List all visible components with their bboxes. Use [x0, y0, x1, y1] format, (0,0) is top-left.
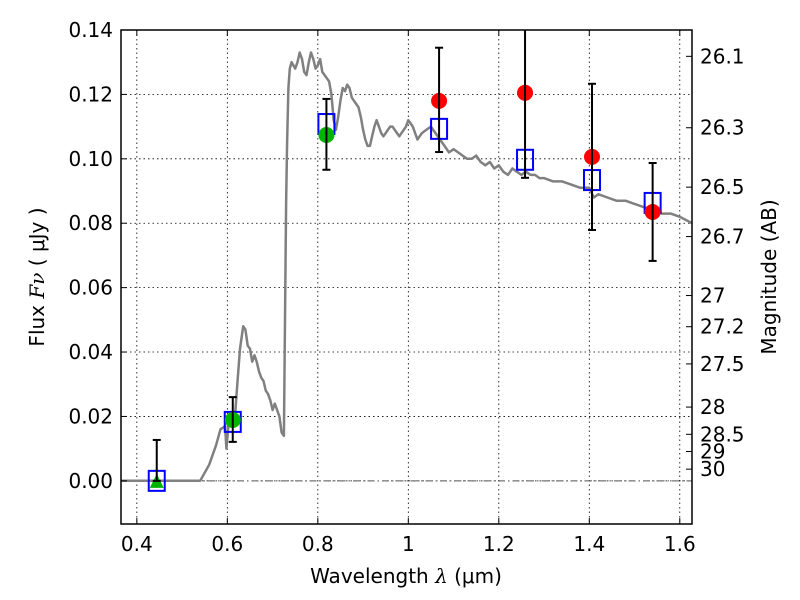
right-tick-label: 26.5 — [700, 175, 745, 199]
y-tick-label: 0.08 — [68, 211, 113, 235]
x-tick-label: 0.6 — [211, 532, 243, 556]
errorbar — [521, 30, 530, 179]
right-tick-label: 27 — [700, 284, 725, 308]
right-tick-label: 28 — [700, 395, 725, 419]
right-tick-label: 27.2 — [700, 315, 745, 339]
grid-lines — [121, 29, 692, 524]
x-tick-label: 1 — [402, 532, 415, 556]
y-axis-left: 0.00 0.02 0.04 0.06 0.08 0.10 0.12 0.14 — [68, 18, 127, 493]
errorbar — [588, 82, 597, 231]
errorbar — [648, 162, 657, 262]
plot-frame — [120, 29, 693, 525]
errorbar — [228, 396, 237, 443]
right-tick-label: 30 — [700, 457, 725, 481]
right-tick-label: 29 — [700, 439, 725, 463]
x-tick-label: 0.8 — [302, 532, 334, 556]
x-axis-label: Wavelength λ (μm) — [310, 564, 502, 588]
y-tick-label: 0.00 — [68, 469, 113, 493]
model-spectrum-line — [121, 51, 692, 483]
right-tick-label: 26.7 — [700, 225, 745, 249]
x-tick-label: 0.4 — [121, 532, 153, 556]
x-axis: 0.4 0.6 0.8 1 1.2 1.4 1.6 — [121, 30, 696, 556]
errorbar — [435, 46, 444, 154]
plot-area — [121, 30, 692, 492]
right-tick-label: 27.5 — [700, 352, 745, 376]
right-tick-label: 26.1 — [700, 44, 745, 68]
y-tick-label: 0.14 — [68, 18, 113, 42]
errorbar — [322, 97, 331, 171]
right-axis-label: Magnitude (AB) — [757, 199, 781, 354]
x-tick-label: 1.2 — [483, 532, 515, 556]
y-tick-label: 0.06 — [68, 276, 113, 300]
errorbar — [152, 438, 161, 482]
y-tick-label: 0.02 — [68, 404, 113, 428]
right-tick-label: 26.3 — [700, 116, 745, 140]
x-tick-label: 1.6 — [664, 532, 696, 556]
errorbars — [152, 30, 657, 482]
x-tick-label: 1.4 — [573, 532, 605, 556]
y-tick-label: 0.12 — [68, 82, 113, 106]
y-tick-label: 0.10 — [68, 147, 113, 171]
y-tick-label: 0.04 — [68, 340, 113, 364]
y-axis-label: Flux Fν ( μJy ) — [25, 207, 49, 346]
right-tick-label: 28.5 — [700, 422, 745, 446]
